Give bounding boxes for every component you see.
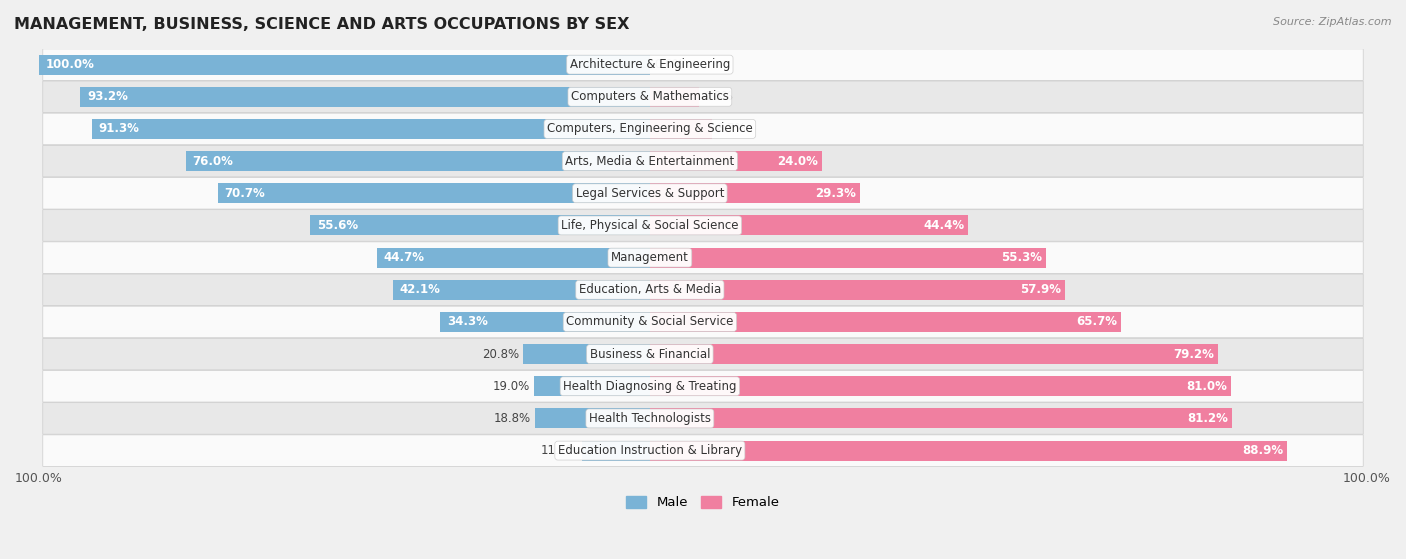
Bar bbox=[39, 55, 650, 74]
Bar bbox=[440, 312, 650, 332]
FancyBboxPatch shape bbox=[42, 338, 1364, 370]
FancyBboxPatch shape bbox=[42, 210, 1364, 241]
Text: Arts, Media & Entertainment: Arts, Media & Entertainment bbox=[565, 155, 734, 168]
FancyBboxPatch shape bbox=[42, 306, 1364, 338]
Text: Source: ZipAtlas.com: Source: ZipAtlas.com bbox=[1274, 17, 1392, 27]
Text: Management: Management bbox=[612, 251, 689, 264]
Text: Legal Services & Support: Legal Services & Support bbox=[575, 187, 724, 200]
Text: 93.2%: 93.2% bbox=[87, 91, 128, 103]
Text: 29.3%: 29.3% bbox=[815, 187, 856, 200]
FancyBboxPatch shape bbox=[42, 178, 1364, 209]
Text: 65.7%: 65.7% bbox=[1076, 315, 1118, 329]
Bar bbox=[650, 440, 1288, 461]
Text: 81.2%: 81.2% bbox=[1188, 412, 1229, 425]
Text: 44.7%: 44.7% bbox=[384, 251, 425, 264]
Text: 81.0%: 81.0% bbox=[1185, 380, 1227, 393]
Bar bbox=[392, 280, 650, 300]
Legend: Male, Female: Male, Female bbox=[621, 490, 785, 514]
Text: Computers, Engineering & Science: Computers, Engineering & Science bbox=[547, 122, 752, 135]
Bar bbox=[650, 344, 1218, 364]
FancyBboxPatch shape bbox=[42, 113, 1364, 145]
Text: 91.3%: 91.3% bbox=[98, 122, 139, 135]
FancyBboxPatch shape bbox=[42, 435, 1364, 466]
FancyBboxPatch shape bbox=[42, 81, 1364, 112]
Text: 8.7%: 8.7% bbox=[716, 122, 747, 135]
Text: 18.8%: 18.8% bbox=[494, 412, 531, 425]
Text: 19.0%: 19.0% bbox=[492, 380, 530, 393]
Bar bbox=[650, 312, 1121, 332]
Text: 44.4%: 44.4% bbox=[924, 219, 965, 232]
Bar bbox=[650, 248, 1046, 268]
Bar bbox=[186, 151, 650, 171]
Bar bbox=[377, 248, 650, 268]
Bar bbox=[650, 376, 1230, 396]
Bar bbox=[650, 119, 713, 139]
Bar bbox=[650, 87, 699, 107]
Text: Life, Physical & Social Science: Life, Physical & Social Science bbox=[561, 219, 738, 232]
Bar bbox=[536, 409, 650, 428]
Bar bbox=[650, 215, 969, 235]
FancyBboxPatch shape bbox=[42, 145, 1364, 177]
Text: MANAGEMENT, BUSINESS, SCIENCE AND ARTS OCCUPATIONS BY SEX: MANAGEMENT, BUSINESS, SCIENCE AND ARTS O… bbox=[14, 17, 630, 32]
Bar bbox=[91, 119, 650, 139]
Text: 57.9%: 57.9% bbox=[1021, 283, 1062, 296]
Bar bbox=[650, 280, 1066, 300]
Text: 20.8%: 20.8% bbox=[482, 348, 519, 361]
Text: 6.8%: 6.8% bbox=[703, 91, 733, 103]
Bar bbox=[650, 409, 1232, 428]
Text: 34.3%: 34.3% bbox=[447, 315, 488, 329]
Bar bbox=[311, 215, 650, 235]
Bar bbox=[650, 151, 823, 171]
Text: 70.7%: 70.7% bbox=[225, 187, 266, 200]
Bar bbox=[650, 183, 860, 203]
Text: 11.1%: 11.1% bbox=[541, 444, 578, 457]
Text: 42.1%: 42.1% bbox=[399, 283, 440, 296]
Bar bbox=[534, 376, 650, 396]
Bar bbox=[80, 87, 650, 107]
Text: Health Technologists: Health Technologists bbox=[589, 412, 711, 425]
Text: 55.3%: 55.3% bbox=[1001, 251, 1042, 264]
Bar bbox=[582, 440, 650, 461]
FancyBboxPatch shape bbox=[42, 49, 1364, 80]
Text: Health Diagnosing & Treating: Health Diagnosing & Treating bbox=[564, 380, 737, 393]
FancyBboxPatch shape bbox=[42, 242, 1364, 273]
Text: 88.9%: 88.9% bbox=[1243, 444, 1284, 457]
Text: 79.2%: 79.2% bbox=[1173, 348, 1213, 361]
FancyBboxPatch shape bbox=[42, 274, 1364, 306]
Text: 100.0%: 100.0% bbox=[45, 58, 94, 71]
Text: Community & Social Service: Community & Social Service bbox=[567, 315, 734, 329]
Text: 0.0%: 0.0% bbox=[654, 58, 683, 71]
Text: Business & Financial: Business & Financial bbox=[589, 348, 710, 361]
Text: Architecture & Engineering: Architecture & Engineering bbox=[569, 58, 730, 71]
Text: Education, Arts & Media: Education, Arts & Media bbox=[579, 283, 721, 296]
Bar bbox=[218, 183, 650, 203]
Text: 76.0%: 76.0% bbox=[193, 155, 233, 168]
FancyBboxPatch shape bbox=[42, 371, 1364, 402]
Bar bbox=[523, 344, 650, 364]
Text: 55.6%: 55.6% bbox=[316, 219, 359, 232]
FancyBboxPatch shape bbox=[42, 402, 1364, 434]
Text: 24.0%: 24.0% bbox=[778, 155, 818, 168]
Text: Computers & Mathematics: Computers & Mathematics bbox=[571, 91, 728, 103]
Text: Education Instruction & Library: Education Instruction & Library bbox=[558, 444, 742, 457]
